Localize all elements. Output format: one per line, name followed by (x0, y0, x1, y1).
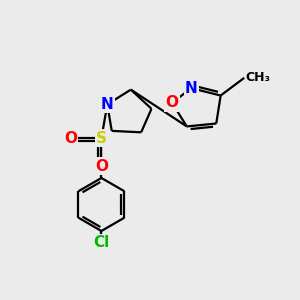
Text: Cl: Cl (93, 235, 110, 250)
Text: O: O (95, 159, 108, 174)
Text: O: O (64, 131, 77, 146)
Text: CH₃: CH₃ (246, 71, 271, 84)
Text: O: O (166, 95, 178, 110)
Text: N: N (185, 81, 198, 96)
Text: N: N (101, 97, 114, 112)
Text: S: S (96, 131, 107, 146)
